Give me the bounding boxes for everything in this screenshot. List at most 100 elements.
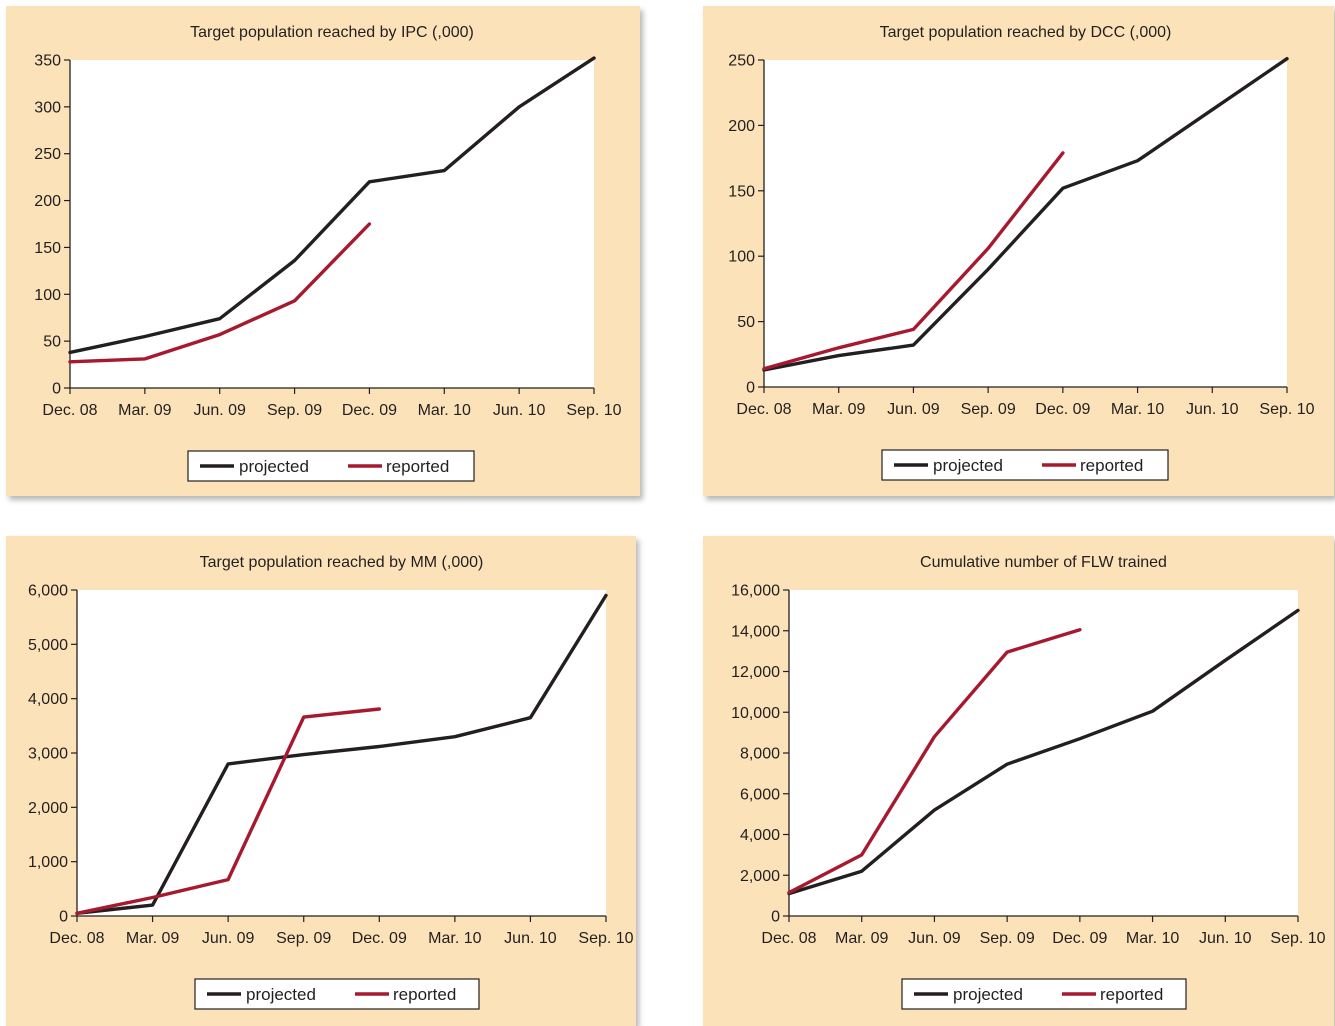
- x-tick-label: Mar. 09: [812, 401, 865, 418]
- legend-label-reported: reported: [1080, 456, 1143, 475]
- legend: projected reported: [881, 449, 1169, 481]
- legend-box: [901, 978, 1187, 1010]
- x-tick-label: Jun. 10: [504, 930, 557, 947]
- chart-title: Target population reached by DCC (,000): [880, 24, 1172, 41]
- y-tick-label: 6,000: [28, 583, 68, 600]
- chart-title: Target population reached by IPC (,000): [190, 24, 474, 41]
- chart-panel-dcc: Target population reached by DCC (,000) 0…: [703, 6, 1334, 496]
- legend-label-projected: projected: [953, 985, 1023, 1004]
- chart-title: Cumulative number of FLW trained: [920, 554, 1167, 571]
- x-tick-label: Jun. 09: [202, 930, 255, 947]
- chart-title: Target population reached by MM (,000): [200, 554, 484, 571]
- legend-label-reported: reported: [393, 985, 456, 1004]
- y-tick-label: 2,000: [28, 800, 68, 817]
- chart-dcc: Target population reached by DCC (,000) 0…: [728, 24, 1315, 481]
- chart-panel-ipc: Target population reached by IPC (,000) 0…: [6, 6, 640, 496]
- y-tick-label: 4,000: [740, 827, 780, 844]
- y-tick-label: 1,000: [28, 854, 68, 871]
- x-tick-label: Dec. 09: [1035, 401, 1090, 418]
- legend-box: [881, 449, 1169, 481]
- x-tick-label: Jun. 10: [1199, 930, 1252, 947]
- legend-box: [187, 450, 475, 482]
- y-tick-label: 16,000: [731, 583, 780, 600]
- x-tick-label: Sep. 09: [961, 401, 1016, 418]
- y-tick-label: 5,000: [28, 637, 68, 654]
- x-tick-label: Mar. 10: [418, 402, 471, 419]
- x-tick-label: Mar. 10: [428, 930, 481, 947]
- y-tick-label: 50: [737, 314, 755, 331]
- y-tick-label: 6,000: [740, 786, 780, 803]
- y-tick-label: 100: [34, 287, 61, 304]
- x-tick-label: Mar. 09: [126, 930, 179, 947]
- y-tick-label: 12,000: [731, 664, 780, 681]
- x-tick-label: Jun. 10: [493, 402, 546, 419]
- y-tick-label: 0: [59, 909, 68, 926]
- chart-mm: Target population reached by MM (,000) 0 1…: [28, 554, 634, 1010]
- series-line-projected: [75, 593, 608, 915]
- y-tick-label: 0: [771, 909, 780, 926]
- y-tick-label: 100: [728, 249, 755, 266]
- y-tick-label: 250: [728, 53, 755, 70]
- legend-label-projected: projected: [246, 985, 316, 1004]
- x-tick-label: Dec. 08: [761, 930, 816, 947]
- x-tick-label: Sep. 09: [276, 930, 331, 947]
- series-line-projected: [762, 57, 1289, 372]
- series-line-projected: [787, 608, 1300, 896]
- series-line-projected: [68, 56, 596, 355]
- plot-area: [77, 590, 606, 916]
- y-tick-label: 14,000: [731, 623, 780, 640]
- series-line-reported: [787, 627, 1082, 895]
- x-tick-label: Mar. 10: [1111, 401, 1164, 418]
- x-tick-label: Dec. 08: [736, 401, 791, 418]
- y-tick-label: 250: [34, 146, 61, 163]
- x-tick-label: Jun. 09: [193, 402, 246, 419]
- x-tick-label: Mar. 09: [118, 402, 171, 419]
- y-tick-label: 50: [43, 334, 61, 351]
- x-tick-label: Dec. 09: [1052, 930, 1107, 947]
- x-tick-label: Mar. 09: [835, 930, 888, 947]
- y-tick-label: 4,000: [28, 691, 68, 708]
- y-tick-label: 3,000: [28, 746, 68, 763]
- y-tick-label: 150: [34, 240, 61, 257]
- y-tick-label: 150: [728, 183, 755, 200]
- y-tick-label: 8,000: [740, 746, 780, 763]
- series-line-reported: [762, 151, 1065, 371]
- series-line-reported: [75, 707, 381, 915]
- chart-ipc: Target population reached by IPC (,000) 0…: [34, 24, 622, 482]
- legend-label-reported: reported: [386, 457, 449, 476]
- plot-area: [764, 60, 1287, 387]
- y-tick-label: 200: [34, 193, 61, 210]
- x-tick-label: Sep. 10: [1259, 401, 1314, 418]
- legend-label-projected: projected: [933, 456, 1003, 475]
- x-tick-label: Jun. 10: [1186, 401, 1239, 418]
- legend-label-projected: projected: [239, 457, 309, 476]
- legend: projected reported: [194, 978, 480, 1010]
- x-tick-label: Dec. 09: [352, 930, 407, 947]
- legend: projected reported: [187, 450, 475, 482]
- x-tick-label: Dec. 08: [42, 402, 97, 419]
- x-tick-label: Jun. 09: [908, 930, 961, 947]
- y-tick-label: 0: [52, 381, 61, 398]
- x-tick-label: Sep. 10: [1270, 930, 1325, 947]
- legend-box: [194, 978, 480, 1010]
- y-tick-label: 0: [746, 380, 755, 397]
- y-tick-label: 350: [34, 53, 61, 70]
- x-tick-label: Jun. 09: [887, 401, 940, 418]
- chart-panel-flw: Cumulative number of FLW trained 0 2,000 4,…: [703, 536, 1334, 1026]
- x-tick-label: Sep. 10: [566, 402, 621, 419]
- legend-label-reported: reported: [1100, 985, 1163, 1004]
- legend: projected reported: [901, 978, 1187, 1010]
- y-tick-label: 2,000: [740, 868, 780, 885]
- x-tick-label: Sep. 10: [578, 930, 633, 947]
- y-tick-label: 300: [34, 99, 61, 116]
- chart-flw: Cumulative number of FLW trained 0 2,000 4,…: [731, 554, 1326, 1010]
- x-tick-label: Mar. 10: [1126, 930, 1179, 947]
- chart-panel-mm: Target population reached by MM (,000) 0 1…: [6, 536, 636, 1026]
- series-line-reported: [68, 222, 372, 364]
- x-tick-label: Dec. 09: [342, 402, 397, 419]
- x-tick-label: Sep. 09: [267, 402, 322, 419]
- y-tick-label: 200: [728, 118, 755, 135]
- y-tick-label: 10,000: [731, 705, 780, 722]
- x-tick-label: Dec. 08: [49, 930, 104, 947]
- x-tick-label: Sep. 09: [980, 930, 1035, 947]
